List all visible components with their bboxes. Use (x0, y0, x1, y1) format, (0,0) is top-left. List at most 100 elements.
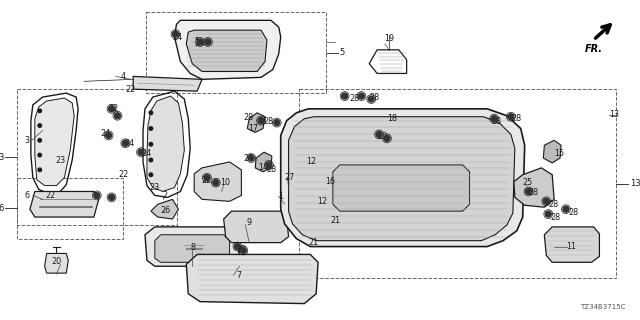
Circle shape (148, 126, 154, 131)
Circle shape (106, 132, 111, 138)
Text: 22: 22 (118, 170, 129, 179)
Text: 12: 12 (306, 157, 316, 166)
Text: 27: 27 (284, 173, 294, 182)
Polygon shape (30, 191, 99, 217)
Polygon shape (175, 20, 281, 79)
Text: FR.: FR. (584, 44, 602, 54)
Bar (300, 89, 616, 278)
Circle shape (37, 123, 42, 128)
Polygon shape (186, 30, 267, 71)
Text: 24: 24 (172, 33, 182, 42)
Text: 24: 24 (141, 148, 151, 158)
Text: 28: 28 (267, 165, 277, 174)
Text: 17: 17 (248, 124, 259, 133)
Text: 4: 4 (121, 72, 126, 81)
Circle shape (122, 140, 128, 146)
Polygon shape (45, 253, 68, 273)
Text: 13: 13 (609, 110, 619, 119)
Circle shape (205, 39, 211, 45)
Text: 22: 22 (236, 245, 246, 254)
Text: 28: 28 (243, 113, 253, 122)
Polygon shape (255, 152, 272, 172)
Polygon shape (281, 109, 525, 246)
Circle shape (525, 188, 532, 195)
Text: 6: 6 (24, 191, 29, 200)
Text: 22: 22 (108, 104, 118, 113)
Text: 28: 28 (369, 92, 380, 101)
Circle shape (37, 138, 42, 143)
Circle shape (37, 108, 42, 113)
Text: 24: 24 (124, 139, 134, 148)
Circle shape (173, 31, 179, 37)
Text: 2: 2 (162, 191, 167, 200)
Text: 10: 10 (221, 178, 230, 187)
Circle shape (109, 195, 115, 200)
Polygon shape (35, 98, 74, 186)
Text: 22: 22 (377, 132, 387, 141)
Text: 9: 9 (246, 219, 252, 228)
Circle shape (258, 118, 264, 124)
Text: 22: 22 (125, 85, 135, 94)
Circle shape (204, 175, 210, 181)
Bar (17, 89, 177, 225)
Circle shape (213, 180, 219, 186)
Text: 3: 3 (0, 153, 3, 162)
Text: 3: 3 (24, 136, 29, 145)
Text: 5: 5 (340, 48, 345, 57)
Circle shape (94, 192, 100, 198)
Text: 28: 28 (264, 117, 274, 126)
Circle shape (368, 96, 374, 102)
Text: 24: 24 (100, 129, 111, 138)
Circle shape (376, 132, 382, 137)
Text: 28: 28 (243, 154, 253, 163)
Circle shape (543, 198, 549, 204)
Text: 28: 28 (529, 188, 539, 197)
Text: 28: 28 (491, 117, 501, 126)
Text: 24: 24 (194, 39, 204, 48)
Text: 7: 7 (237, 271, 242, 280)
Circle shape (37, 167, 42, 172)
Text: 13: 13 (630, 179, 640, 188)
Text: 1: 1 (278, 192, 284, 201)
Text: 18: 18 (387, 114, 397, 123)
Circle shape (197, 39, 203, 45)
Text: 15: 15 (554, 148, 564, 158)
Polygon shape (514, 168, 554, 207)
Text: 28: 28 (349, 93, 360, 102)
Polygon shape (194, 162, 241, 201)
Circle shape (37, 153, 42, 157)
Circle shape (563, 206, 569, 212)
Circle shape (342, 93, 348, 99)
Circle shape (545, 211, 551, 217)
Circle shape (109, 106, 115, 112)
Text: 12: 12 (317, 197, 327, 206)
Polygon shape (133, 76, 202, 91)
Polygon shape (155, 235, 230, 262)
Polygon shape (545, 227, 600, 262)
Circle shape (148, 110, 154, 115)
Text: 14: 14 (258, 164, 268, 172)
Circle shape (508, 114, 514, 120)
Circle shape (358, 93, 364, 99)
Text: 28: 28 (512, 114, 522, 123)
Polygon shape (247, 113, 265, 132)
Text: 6: 6 (0, 204, 3, 213)
Text: 25: 25 (522, 178, 532, 187)
Text: 20: 20 (51, 257, 61, 266)
Text: 26: 26 (161, 206, 171, 215)
Polygon shape (543, 140, 561, 163)
Circle shape (384, 135, 390, 141)
Circle shape (266, 162, 272, 168)
Bar (17, 178, 124, 239)
Text: 21: 21 (331, 217, 341, 226)
Polygon shape (223, 211, 289, 243)
Circle shape (148, 172, 154, 177)
Polygon shape (147, 96, 184, 191)
Text: 28: 28 (548, 200, 558, 209)
Text: 21: 21 (308, 238, 318, 247)
Circle shape (148, 142, 154, 147)
Circle shape (248, 155, 254, 161)
Text: 22: 22 (202, 176, 212, 185)
Polygon shape (151, 199, 179, 219)
Bar (146, 12, 326, 93)
